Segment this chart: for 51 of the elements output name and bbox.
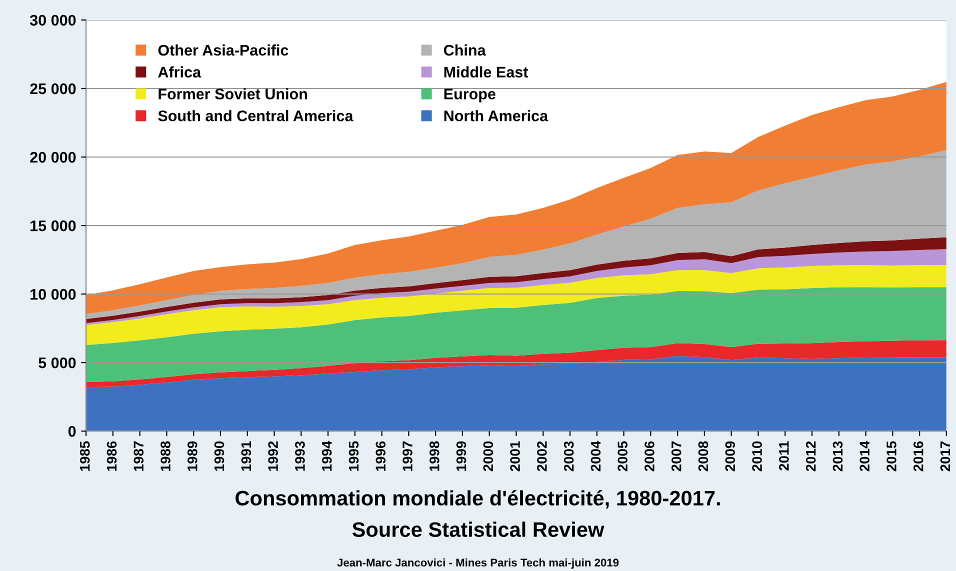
x-tick-label: 2004	[590, 440, 601, 472]
x-tick-label: 2009	[725, 441, 736, 472]
x-tick-label: 2007	[671, 441, 682, 472]
text: Consommation mondiale d'électricité, 1980-2017.	[236, 490, 720, 509]
x-tick-label: 1997	[402, 441, 412, 471]
x-tick-label: 1998	[429, 441, 440, 471]
legend-label: Africa	[158, 66, 202, 78]
x-tick-label: 2000	[483, 441, 494, 472]
legend-label: North America	[444, 110, 548, 122]
x-tick-label: 2002	[537, 441, 547, 472]
x-tick-label: 1992	[268, 441, 278, 471]
x-tick-label: 2011	[779, 441, 789, 470]
x-tick-label: 2013	[832, 441, 843, 472]
text: Jean-Marc Jancovici - Mines Paris Tech mai-juin 2019	[337, 558, 619, 569]
x-tick-label: 1990	[214, 441, 224, 471]
x-tick-label: 1988	[160, 441, 170, 471]
x-tick-label: 2017	[940, 441, 950, 472]
legend-label: Europe	[444, 88, 496, 102]
x-tick-label: 2012	[806, 441, 816, 472]
x-tick-label: 1999	[456, 441, 466, 471]
x-tick-label: 1996	[376, 441, 386, 471]
y-tick-label: 5 000	[38, 357, 76, 368]
x-tick-label: 1987	[134, 441, 144, 471]
legend-label: Other Asia-Pacific	[158, 44, 288, 56]
x-tick-label: 2003	[564, 441, 574, 472]
y-tick-label: 10 000	[30, 288, 76, 300]
y-tick-label: 30 000	[30, 14, 76, 26]
x-tick-label: 2015	[886, 441, 896, 472]
x-tick-label: 2016	[913, 441, 924, 472]
x-tick-label: 2005	[618, 441, 628, 472]
legend-label: Middle East	[444, 66, 528, 78]
x-tick-label: 2010	[752, 441, 762, 472]
y-tick-label: 0	[68, 426, 76, 437]
x-tick-label: 1986	[106, 441, 117, 471]
x-tick-label: 1994	[322, 440, 332, 471]
x-tick-label: 2014	[860, 440, 870, 472]
x-tick-label: 1991	[241, 441, 252, 471]
x-tick-label: 1995	[348, 441, 359, 471]
x-tick-label: 1993	[295, 441, 305, 471]
y-tick-label: 20 000	[30, 152, 76, 163]
x-tick-label: 2001	[510, 441, 520, 472]
y-tick-label: 25 000	[30, 83, 76, 94]
legend-label: Former Soviet Union	[158, 88, 307, 100]
text: Source Statistical Review	[352, 522, 604, 537]
x-tick-label: 1989	[187, 441, 198, 471]
legend-label: South and Central America	[158, 110, 354, 122]
legend-label: China	[444, 44, 486, 56]
y-tick-label: 15 000	[30, 220, 76, 232]
x-tick-label: 2006	[644, 441, 654, 472]
x-tick-label: 2008	[698, 441, 708, 472]
x-tick-label: 1985	[80, 441, 90, 471]
